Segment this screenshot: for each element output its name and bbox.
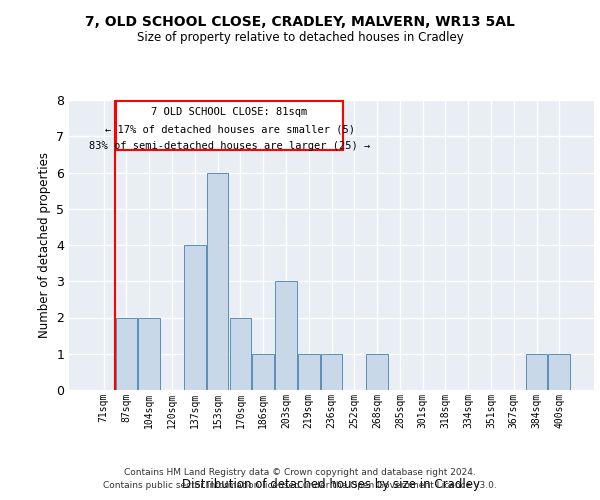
Bar [207, 172, 229, 390]
Text: Contains public sector information licensed under the Open Government Licence v3: Contains public sector information licen… [103, 480, 497, 490]
Bar [116, 318, 137, 390]
Bar [298, 354, 320, 390]
Bar [275, 281, 297, 390]
Bar [253, 354, 274, 390]
Text: 7, OLD SCHOOL CLOSE, CRADLEY, MALVERN, WR13 5AL: 7, OLD SCHOOL CLOSE, CRADLEY, MALVERN, W… [85, 16, 515, 30]
Bar [139, 318, 160, 390]
Bar [548, 354, 570, 390]
Bar [184, 245, 206, 390]
Text: 7 OLD SCHOOL CLOSE: 81sqm: 7 OLD SCHOOL CLOSE: 81sqm [151, 108, 308, 118]
Text: Contains HM Land Registry data © Crown copyright and database right 2024.: Contains HM Land Registry data © Crown c… [124, 468, 476, 477]
Text: ← 17% of detached houses are smaller (5): ← 17% of detached houses are smaller (5) [104, 124, 355, 134]
Bar [526, 354, 547, 390]
Bar [230, 318, 251, 390]
Bar [320, 354, 343, 390]
Y-axis label: Number of detached properties: Number of detached properties [38, 152, 50, 338]
Text: Size of property relative to detached houses in Cradley: Size of property relative to detached ho… [137, 31, 463, 44]
X-axis label: Distribution of detached houses by size in Cradley: Distribution of detached houses by size … [182, 478, 481, 491]
FancyBboxPatch shape [116, 100, 343, 150]
Bar [366, 354, 388, 390]
Text: 83% of semi-detached houses are larger (25) →: 83% of semi-detached houses are larger (… [89, 140, 370, 150]
